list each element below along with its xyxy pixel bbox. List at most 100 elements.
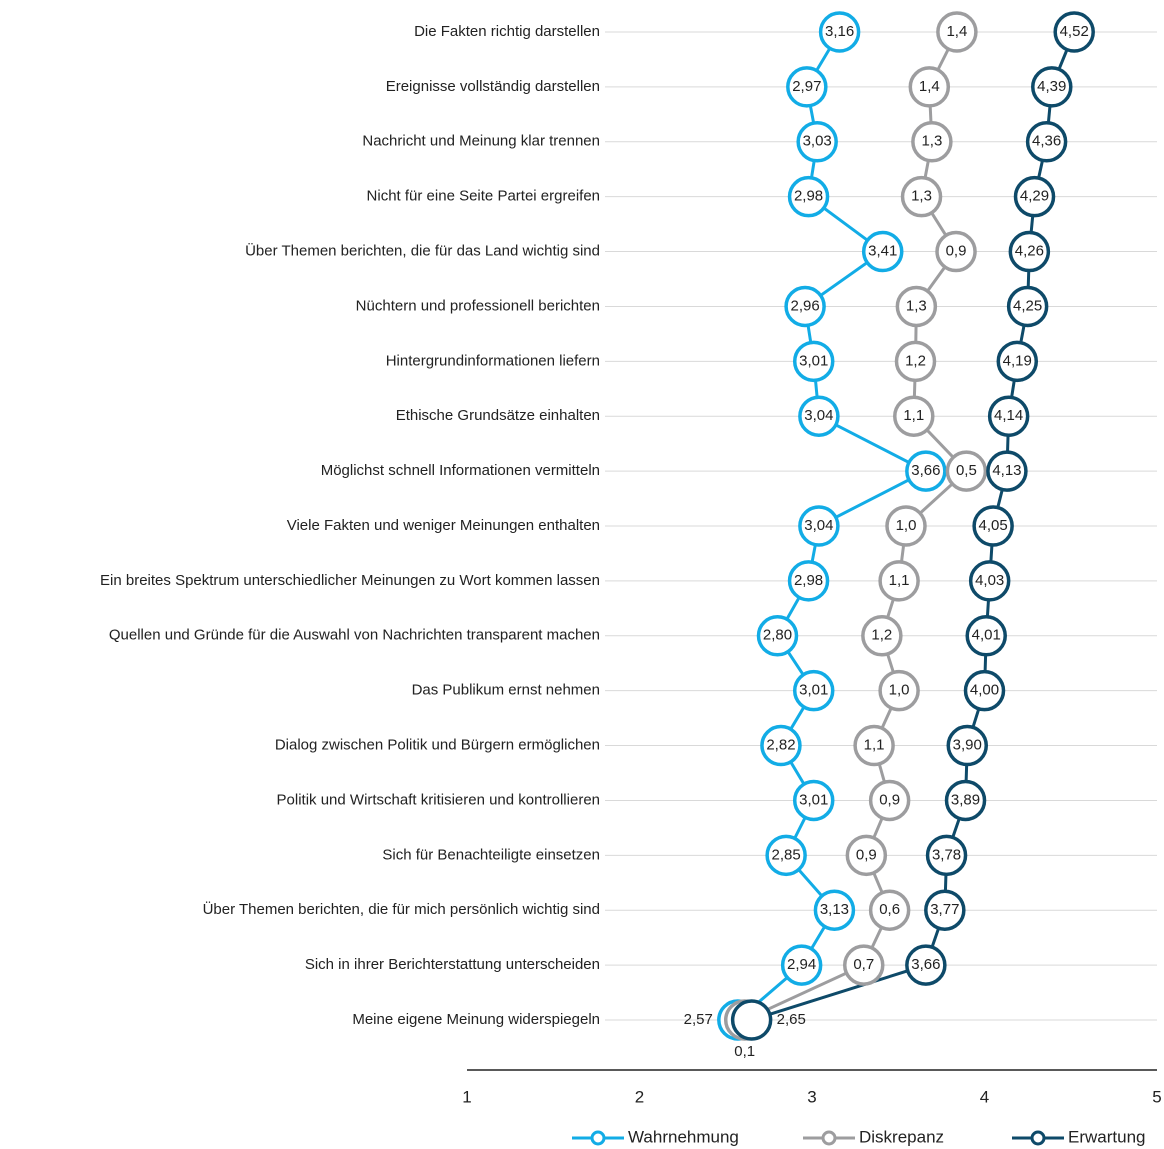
value-label: 3,01 <box>799 352 828 369</box>
data-point <box>730 999 773 1041</box>
category-label: Über Themen berichten, die für mich pers… <box>203 900 600 918</box>
category-label: Politik und Wirtschaft kritisieren und k… <box>277 791 600 808</box>
value-label: 1,2 <box>905 352 926 369</box>
value-label: 4,29 <box>1020 188 1049 205</box>
data-point <box>944 779 987 822</box>
data-point <box>818 11 861 53</box>
data-point <box>936 11 978 53</box>
value-label: 2,97 <box>792 78 821 95</box>
value-label: 0,5 <box>956 462 977 479</box>
value-label: 0,1 <box>734 1043 755 1060</box>
value-label: 4,19 <box>1003 352 1032 369</box>
x-tick-label: 3 <box>807 1087 816 1106</box>
data-point <box>894 340 937 383</box>
value-label: 1,1 <box>864 737 885 754</box>
data-point <box>861 230 904 273</box>
category-label: Nüchtern und professionell berichten <box>356 297 600 314</box>
value-label: 4,39 <box>1037 78 1066 95</box>
value-label: 4,36 <box>1032 133 1061 150</box>
x-tick-label: 2 <box>635 1087 644 1106</box>
value-label: 4,13 <box>992 462 1021 479</box>
value-label: 4,03 <box>975 572 1004 589</box>
legend-label: Wahrnehmung <box>628 1127 739 1146</box>
data-point <box>895 285 938 328</box>
legend-marker <box>821 1130 837 1146</box>
value-label: 3,03 <box>803 133 832 150</box>
data-point <box>1006 285 1049 328</box>
data-point <box>1025 121 1068 163</box>
value-label: 4,26 <box>1015 243 1044 260</box>
data-point <box>765 834 807 877</box>
data-point <box>885 505 927 547</box>
x-tick-label: 4 <box>980 1087 989 1106</box>
legend-marker <box>590 1130 606 1146</box>
data-point <box>798 505 840 547</box>
value-label: 2,85 <box>772 846 801 863</box>
data-point <box>796 121 838 163</box>
data-point <box>1031 66 1073 108</box>
value-label: 4,00 <box>970 682 999 699</box>
data-point <box>935 230 977 273</box>
data-point <box>868 779 911 822</box>
category-label: Sich für Benachteiligte einsetzen <box>382 846 600 863</box>
category-label: Dialog zwischen Politik und Bürgern ermö… <box>275 737 600 754</box>
value-label: 1,3 <box>906 297 927 314</box>
category-label: Möglichst schnell Informationen vermitte… <box>321 462 600 479</box>
value-label: 1,4 <box>919 78 940 95</box>
data-point <box>792 340 835 383</box>
legend-label: Erwartung <box>1068 1127 1145 1146</box>
value-label: 4,01 <box>972 627 1001 644</box>
value-label: 4,14 <box>994 407 1023 424</box>
value-label: 3,66 <box>911 462 940 479</box>
data-point <box>908 66 951 108</box>
value-label: 3,77 <box>930 901 959 918</box>
value-label: 3,78 <box>932 846 961 863</box>
value-label: 1,1 <box>889 572 910 589</box>
data-point <box>987 395 1030 437</box>
value-label: 2,98 <box>794 188 823 205</box>
x-tick-label: 5 <box>1152 1087 1161 1106</box>
data-point <box>963 669 1006 712</box>
value-label: 3,13 <box>820 901 849 918</box>
data-point <box>786 66 828 108</box>
value-label: 2,94 <box>787 956 816 973</box>
data-point <box>972 505 1014 547</box>
data-point <box>760 724 802 767</box>
data-point <box>878 560 920 602</box>
data-point <box>965 615 1007 657</box>
data-point <box>843 944 885 986</box>
category-label: Quellen und Gründe für die Auswahl von N… <box>109 627 600 644</box>
data-point <box>861 615 903 657</box>
value-label: 1,2 <box>871 627 892 644</box>
data-point <box>787 560 830 602</box>
category-label: Ethische Grundsätze einhalten <box>396 407 600 424</box>
data-point <box>780 944 823 986</box>
value-label: 4,52 <box>1060 23 1089 40</box>
value-label: 0,7 <box>853 956 874 973</box>
value-label: 3,90 <box>953 737 982 754</box>
category-label: Nicht für eine Seite Partei ergreifen <box>367 188 600 205</box>
value-label: 4,05 <box>979 517 1008 534</box>
category-label: Die Fakten richtig darstellen <box>414 23 600 40</box>
category-label: Nachricht und Meinung klar trennen <box>362 133 600 150</box>
data-point <box>945 450 988 492</box>
category-label: Hintergrundinformationen liefern <box>386 352 600 369</box>
value-label: 3,16 <box>825 23 854 40</box>
data-point <box>853 724 895 767</box>
category-label: Viele Fakten und weniger Meinungen entha… <box>287 517 600 534</box>
data-point <box>905 450 947 492</box>
data-point <box>900 175 943 218</box>
value-label: 2,65 <box>777 1011 806 1028</box>
data-point <box>986 450 1028 492</box>
value-label: 0,9 <box>879 791 900 808</box>
data-point <box>1013 175 1056 218</box>
category-label: Über Themen berichten, die für das Land … <box>245 242 600 260</box>
data-point <box>792 669 835 712</box>
legend-marker <box>1030 1130 1046 1146</box>
category-label: Meine eigene Meinung widerspiegeln <box>352 1011 600 1028</box>
value-label: 1,1 <box>903 407 924 424</box>
value-label: 3,01 <box>799 682 828 699</box>
data-point <box>878 669 920 712</box>
value-label: 2,82 <box>766 737 795 754</box>
